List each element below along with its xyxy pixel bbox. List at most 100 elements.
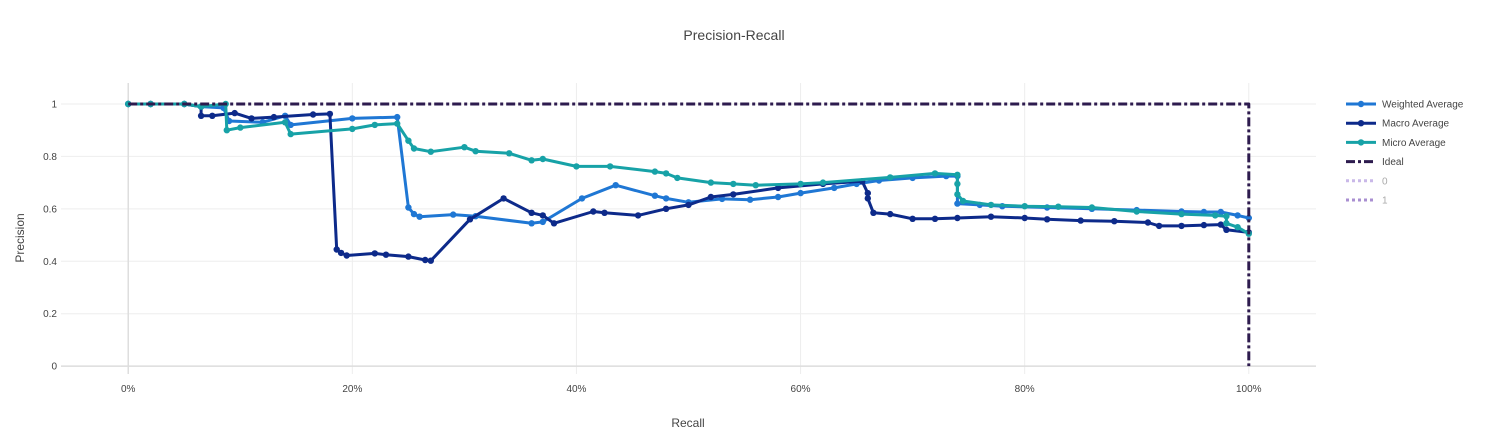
data-point — [427, 148, 434, 155]
data-point — [634, 212, 642, 219]
data-point — [427, 257, 434, 264]
x-tick-label: 20% — [342, 384, 362, 395]
legend-label: 0 — [1382, 176, 1388, 187]
data-point — [405, 137, 412, 144]
data-point — [528, 157, 535, 164]
data-point — [281, 119, 289, 126]
data-point — [349, 115, 356, 122]
data-point — [223, 127, 230, 134]
y-tick-label: 0.4 — [43, 257, 57, 268]
series-micro-average — [125, 100, 1253, 237]
legend-label: Weighted Average — [1382, 100, 1464, 111]
data-point — [954, 214, 961, 222]
x-tick-label: 80% — [1015, 384, 1035, 395]
legend-label: Micro Average — [1382, 138, 1446, 149]
data-point — [831, 184, 838, 192]
data-point — [1021, 203, 1028, 210]
data-point — [590, 208, 597, 215]
chart-title: Precision-Recall — [683, 27, 784, 43]
y-axis-title: Precision — [13, 213, 27, 262]
legend-item-weighted-average[interactable]: Weighted Average — [1346, 100, 1464, 111]
data-point — [410, 210, 418, 218]
data-point — [954, 180, 961, 188]
data-point — [1217, 221, 1225, 228]
data-point — [651, 192, 659, 199]
legend-marker — [1357, 139, 1365, 146]
series-line-ideal — [128, 102, 1251, 367]
data-point — [674, 174, 681, 182]
data-point — [1088, 204, 1096, 211]
legend-item-micro-average[interactable]: Micro Average — [1346, 138, 1446, 149]
x-tick-label: 40% — [566, 384, 586, 395]
legend-item-ideal[interactable]: Ideal — [1346, 157, 1404, 168]
data-point — [954, 200, 961, 207]
data-point — [231, 109, 238, 117]
data-point — [864, 189, 871, 197]
series-layer — [125, 100, 1253, 367]
data-point — [506, 150, 513, 157]
data-point — [1234, 224, 1241, 231]
y-tick-label: 0.6 — [43, 204, 57, 215]
data-point — [651, 168, 659, 175]
data-point — [539, 218, 546, 226]
x-tick-label: 60% — [791, 384, 811, 395]
data-point — [887, 174, 894, 181]
data-point — [382, 251, 390, 258]
data-point — [797, 189, 804, 197]
data-point — [416, 213, 423, 220]
data-point — [349, 125, 356, 133]
data-point — [887, 210, 894, 218]
data-point — [209, 112, 216, 120]
data-point — [450, 211, 457, 218]
data-point — [1223, 220, 1230, 227]
legend-item-macro-average[interactable]: Macro Average — [1346, 119, 1450, 130]
data-point — [528, 220, 535, 227]
data-point — [405, 253, 412, 260]
data-point — [954, 171, 961, 178]
data-point — [931, 170, 939, 177]
y-tick-labels: 0 0.2 0.4 0.6 0.8 1 — [43, 99, 57, 372]
data-point — [394, 120, 401, 127]
data-point — [1223, 226, 1230, 233]
data-point — [309, 111, 317, 118]
data-point — [472, 148, 479, 155]
data-point — [1155, 222, 1163, 230]
y-tick-label: 0.2 — [43, 309, 57, 320]
series-ideal — [128, 102, 1251, 367]
data-point — [237, 124, 244, 131]
data-point — [606, 163, 614, 170]
data-point — [909, 215, 916, 222]
data-point — [707, 193, 715, 201]
data-point — [287, 121, 294, 129]
x-tick-label: 100% — [1236, 384, 1262, 395]
data-point — [371, 121, 378, 129]
data-point — [1245, 214, 1253, 222]
data-point — [959, 197, 967, 205]
data-point — [405, 204, 412, 211]
data-point — [1111, 218, 1118, 225]
legend-marker — [1357, 100, 1365, 108]
data-point — [774, 193, 782, 201]
legend[interactable]: Weighted Average Macro Average Micro Avera… — [1346, 100, 1464, 207]
data-point — [287, 130, 294, 138]
data-point — [1055, 203, 1062, 210]
data-point — [410, 145, 418, 152]
data-point — [662, 195, 670, 202]
data-point — [422, 256, 429, 264]
data-point — [612, 182, 619, 189]
data-point — [1133, 208, 1140, 215]
data-point — [797, 180, 804, 188]
x-tick-labels: 0% 20% 40% 60% 80% 100% — [121, 384, 1262, 395]
data-point — [1178, 210, 1185, 218]
data-point — [1144, 219, 1152, 226]
data-point — [333, 246, 340, 253]
data-point — [550, 220, 558, 227]
data-point — [1178, 222, 1185, 230]
data-point — [461, 144, 468, 151]
data-point — [500, 195, 507, 202]
legend-item-1[interactable]: 1 — [1346, 196, 1388, 207]
legend-item-0[interactable]: 0 — [1346, 176, 1388, 187]
data-point — [746, 196, 754, 203]
